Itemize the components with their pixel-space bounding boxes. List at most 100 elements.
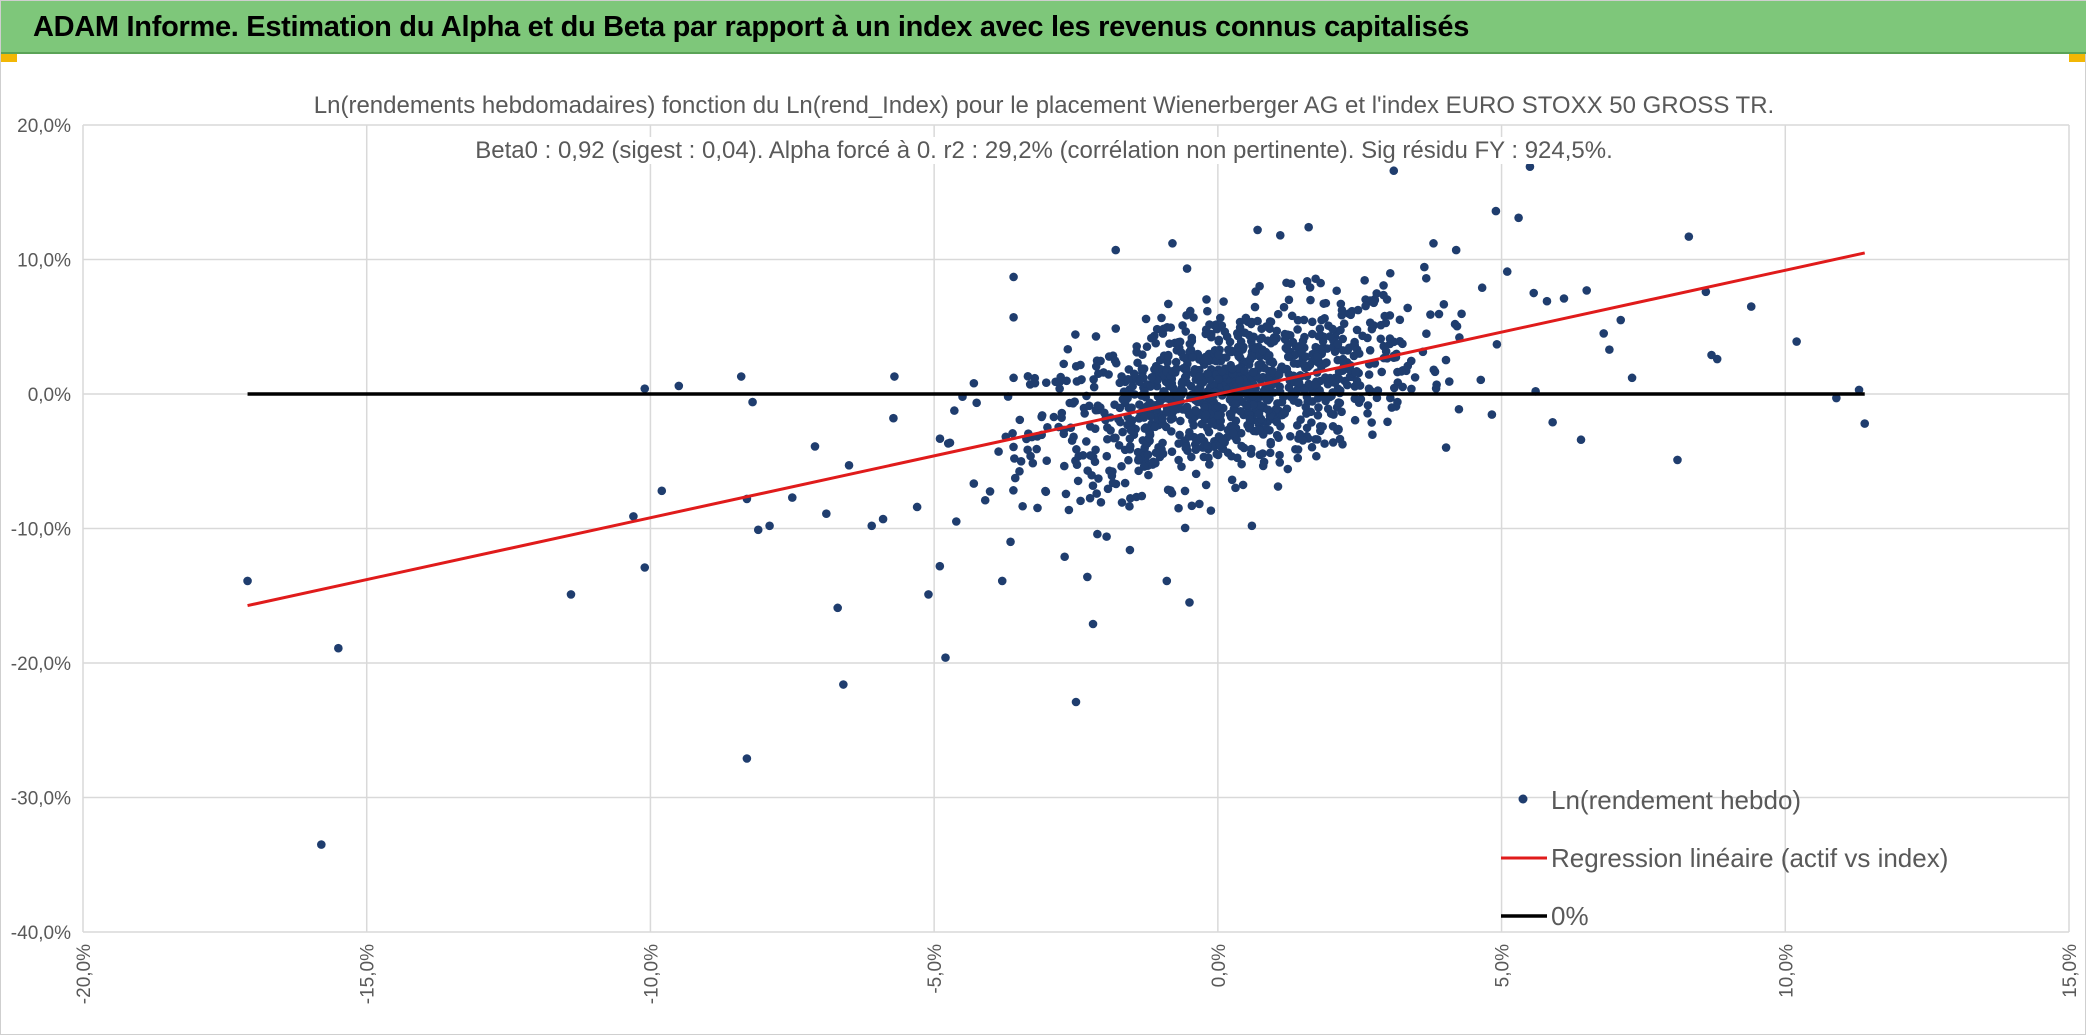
data-point <box>1321 298 1331 308</box>
data-point <box>1055 377 1065 386</box>
data-point <box>1185 306 1195 316</box>
data-point <box>1487 410 1497 419</box>
x-tick-label: 15,0% <box>2060 944 2081 998</box>
data-point <box>1091 332 1101 341</box>
data-point <box>1364 384 1374 393</box>
data-point <box>1009 442 1018 452</box>
data-point <box>1229 428 1238 438</box>
data-point <box>1307 418 1316 427</box>
data-point <box>1381 318 1391 328</box>
data-point <box>1439 300 1449 309</box>
lines-layer <box>247 251 1866 608</box>
data-point <box>1071 330 1080 339</box>
data-point <box>1214 374 1224 384</box>
data-point <box>969 479 979 488</box>
data-point <box>972 398 981 408</box>
data-point <box>1268 357 1277 366</box>
legend-regression-label: Regression linéaire (actif vs index) <box>1551 843 1948 873</box>
data-point <box>1107 471 1117 481</box>
data-point <box>1187 501 1197 511</box>
data-point <box>1009 486 1018 495</box>
data-point <box>1187 452 1196 462</box>
data-point <box>1189 313 1198 322</box>
data-point <box>1372 289 1382 298</box>
data-point <box>1089 382 1099 392</box>
data-point <box>1248 400 1258 410</box>
data-point <box>1559 294 1569 303</box>
data-point <box>1126 425 1136 435</box>
data-point <box>1091 445 1100 455</box>
data-point <box>1214 335 1224 345</box>
data-point <box>1542 296 1552 306</box>
data-point <box>1294 378 1304 388</box>
data-point <box>1386 393 1395 403</box>
data-point <box>1049 412 1059 422</box>
data-point <box>1293 325 1302 334</box>
data-point <box>935 434 945 444</box>
data-point <box>1302 409 1311 418</box>
data-point <box>1171 357 1181 367</box>
data-point <box>1164 299 1173 309</box>
data-point <box>1125 434 1135 443</box>
data-point <box>1146 412 1155 421</box>
data-point <box>1356 394 1366 404</box>
data-point <box>1389 166 1399 176</box>
data-point <box>1177 378 1187 388</box>
data-point <box>1169 404 1179 414</box>
data-point <box>1055 384 1064 393</box>
data-point <box>1120 478 1130 488</box>
data-point <box>1283 464 1293 474</box>
data-point <box>1236 428 1246 438</box>
data-point <box>1064 505 1074 515</box>
x-tick-label: 0,0% <box>1209 944 1230 987</box>
x-tick-label: -20,0% <box>74 944 95 1004</box>
data-point <box>1125 444 1135 454</box>
data-point <box>1312 451 1321 461</box>
data-point <box>1149 457 1158 467</box>
data-point <box>1403 303 1412 313</box>
data-point <box>1258 346 1267 356</box>
data-point <box>1102 451 1112 461</box>
data-point <box>1280 409 1290 418</box>
data-point <box>969 378 979 388</box>
data-point <box>1201 410 1211 420</box>
data-point <box>1125 418 1134 427</box>
data-point <box>1150 422 1160 432</box>
data-point <box>1350 415 1360 425</box>
data-point <box>1265 448 1275 458</box>
data-point <box>1181 443 1191 453</box>
data-point <box>1258 449 1267 458</box>
data-point <box>985 487 995 496</box>
data-point <box>1062 376 1071 386</box>
data-point <box>1092 489 1101 498</box>
data-point <box>1124 375 1133 384</box>
data-point <box>941 653 950 662</box>
data-point <box>1078 451 1088 460</box>
data-point <box>1279 302 1289 312</box>
data-point <box>1217 367 1227 376</box>
data-point <box>1298 436 1308 445</box>
data-point <box>1132 347 1141 357</box>
data-point <box>1096 498 1106 507</box>
data-point <box>1084 401 1094 411</box>
data-point <box>1336 325 1345 335</box>
data-point <box>1701 287 1711 297</box>
data-point <box>1249 367 1258 377</box>
data-point <box>1250 344 1260 353</box>
data-point <box>1434 309 1444 319</box>
data-point <box>1191 445 1201 454</box>
data-point <box>1387 403 1397 412</box>
data-point <box>1316 278 1325 288</box>
data-point <box>1410 373 1420 382</box>
data-point <box>1090 424 1100 433</box>
data-point <box>1226 347 1236 357</box>
data-point <box>867 521 877 531</box>
data-point <box>1292 421 1302 430</box>
data-point <box>1363 401 1373 410</box>
data-point <box>1220 327 1230 337</box>
data-point <box>1023 445 1032 455</box>
x-tick-label: -15,0% <box>358 944 379 1004</box>
data-point <box>1111 433 1120 443</box>
data-point <box>1268 366 1277 376</box>
